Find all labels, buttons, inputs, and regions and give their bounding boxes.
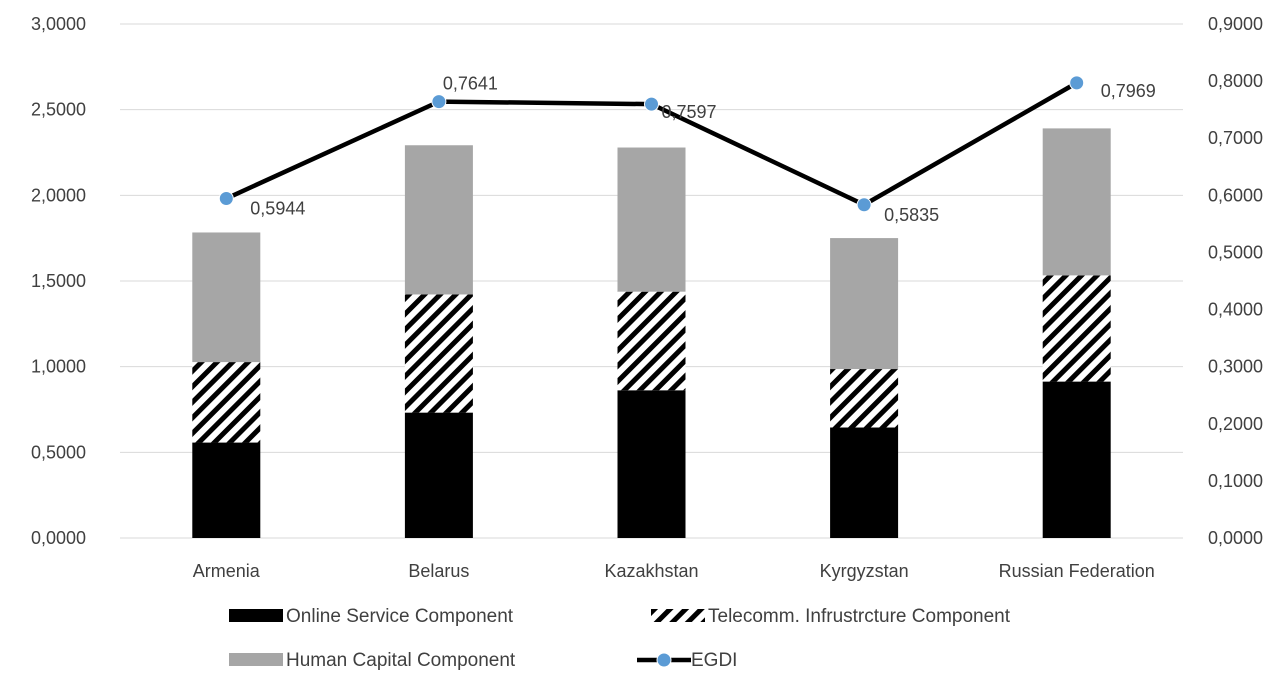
bar-online-service-component [830, 427, 899, 538]
left-tick-label: 0,0000 [31, 528, 86, 548]
legend-swatch-marker [656, 652, 672, 668]
legend-label: Human Capital Component [286, 650, 516, 671]
right-tick-label: 0,1000 [1208, 471, 1263, 491]
right-tick-label: 0,4000 [1208, 300, 1263, 320]
right-tick-label: 0,9000 [1208, 14, 1263, 34]
egdi-marker [218, 191, 234, 207]
bar-human-capital-component [617, 147, 686, 292]
left-tick-label: 1,5000 [31, 271, 86, 291]
left-tick-label: 3,0000 [31, 14, 86, 34]
left-tick-label: 2,0000 [31, 185, 86, 205]
category-label: Belarus [408, 561, 469, 581]
egdi-marker [856, 197, 872, 213]
bar-telecomm-infrustrcture-component [617, 291, 686, 391]
bar-human-capital-component [404, 145, 473, 295]
legend-label: Telecomm. Infrustrcture Component [708, 606, 1011, 627]
bar-telecomm-infrustrcture-component [830, 369, 899, 428]
category-axis: Armenia Belarus Kazakhstan Kyrgyzstan Russia… [193, 561, 1155, 581]
legend-label: EGDI [691, 650, 737, 671]
bar-human-capital-component [1042, 128, 1111, 276]
right-tick-label: 0,3000 [1208, 357, 1263, 377]
left-axis: 0,0000 0,5000 1,0000 1,5000 2,0000 2,5000 3,00… [31, 14, 86, 548]
egdi-data-label: 0,5835 [884, 205, 939, 225]
right-tick-label: 0,2000 [1208, 414, 1263, 434]
category-label: Armenia [193, 561, 261, 581]
bar-online-service-component [617, 390, 686, 538]
bar-human-capital-component [192, 232, 261, 363]
bar-telecomm-infrustrcture-component [1042, 275, 1111, 382]
bar-online-service-component [1042, 381, 1111, 538]
bar-human-capital-component [830, 238, 899, 370]
bar-telecomm-infrustrcture-component [192, 362, 261, 443]
bar-online-service-component [404, 412, 473, 538]
legend-label: Online Service Component [286, 606, 514, 627]
egdi-marker [1069, 75, 1085, 91]
category-label: Kyrgyzstan [820, 561, 909, 581]
right-tick-label: 0,0000 [1208, 528, 1263, 548]
right-tick-label: 0,8000 [1208, 71, 1263, 91]
category-label: Russian Federation [999, 561, 1155, 581]
bars [192, 128, 1111, 538]
bar-telecomm-infrustrcture-component [404, 294, 473, 413]
left-tick-label: 0,5000 [31, 442, 86, 462]
egdi-data-label: 0,7597 [662, 102, 717, 122]
right-axis: 0,0000 0,1000 0,2000 0,3000 0,4000 0,5000 0,60… [1208, 14, 1263, 548]
left-tick-label: 2,5000 [31, 100, 86, 120]
legend: Online Service Component Telecomm. Infrus… [229, 606, 1011, 671]
egdi-marker [644, 96, 659, 112]
legend-swatch [229, 609, 283, 622]
bar-online-service-component [192, 442, 261, 538]
right-tick-label: 0,5000 [1208, 242, 1263, 262]
left-tick-label: 1,0000 [31, 357, 86, 377]
legend-swatch [229, 653, 283, 666]
right-tick-label: 0,6000 [1208, 185, 1263, 205]
egdi-data-label: 0,5944 [250, 199, 305, 219]
category-label: Kazakhstan [604, 561, 698, 581]
egdi-data-label: 0,7641 [443, 74, 498, 94]
egdi-data-label: 0,7969 [1101, 81, 1156, 101]
egdi-line-layer: 0,5944 0,7641 0,7597 0,5835 0,7969 [218, 74, 1156, 225]
legend-swatch [651, 609, 705, 622]
egdi-marker [431, 94, 447, 110]
right-tick-label: 0,7000 [1208, 128, 1263, 148]
